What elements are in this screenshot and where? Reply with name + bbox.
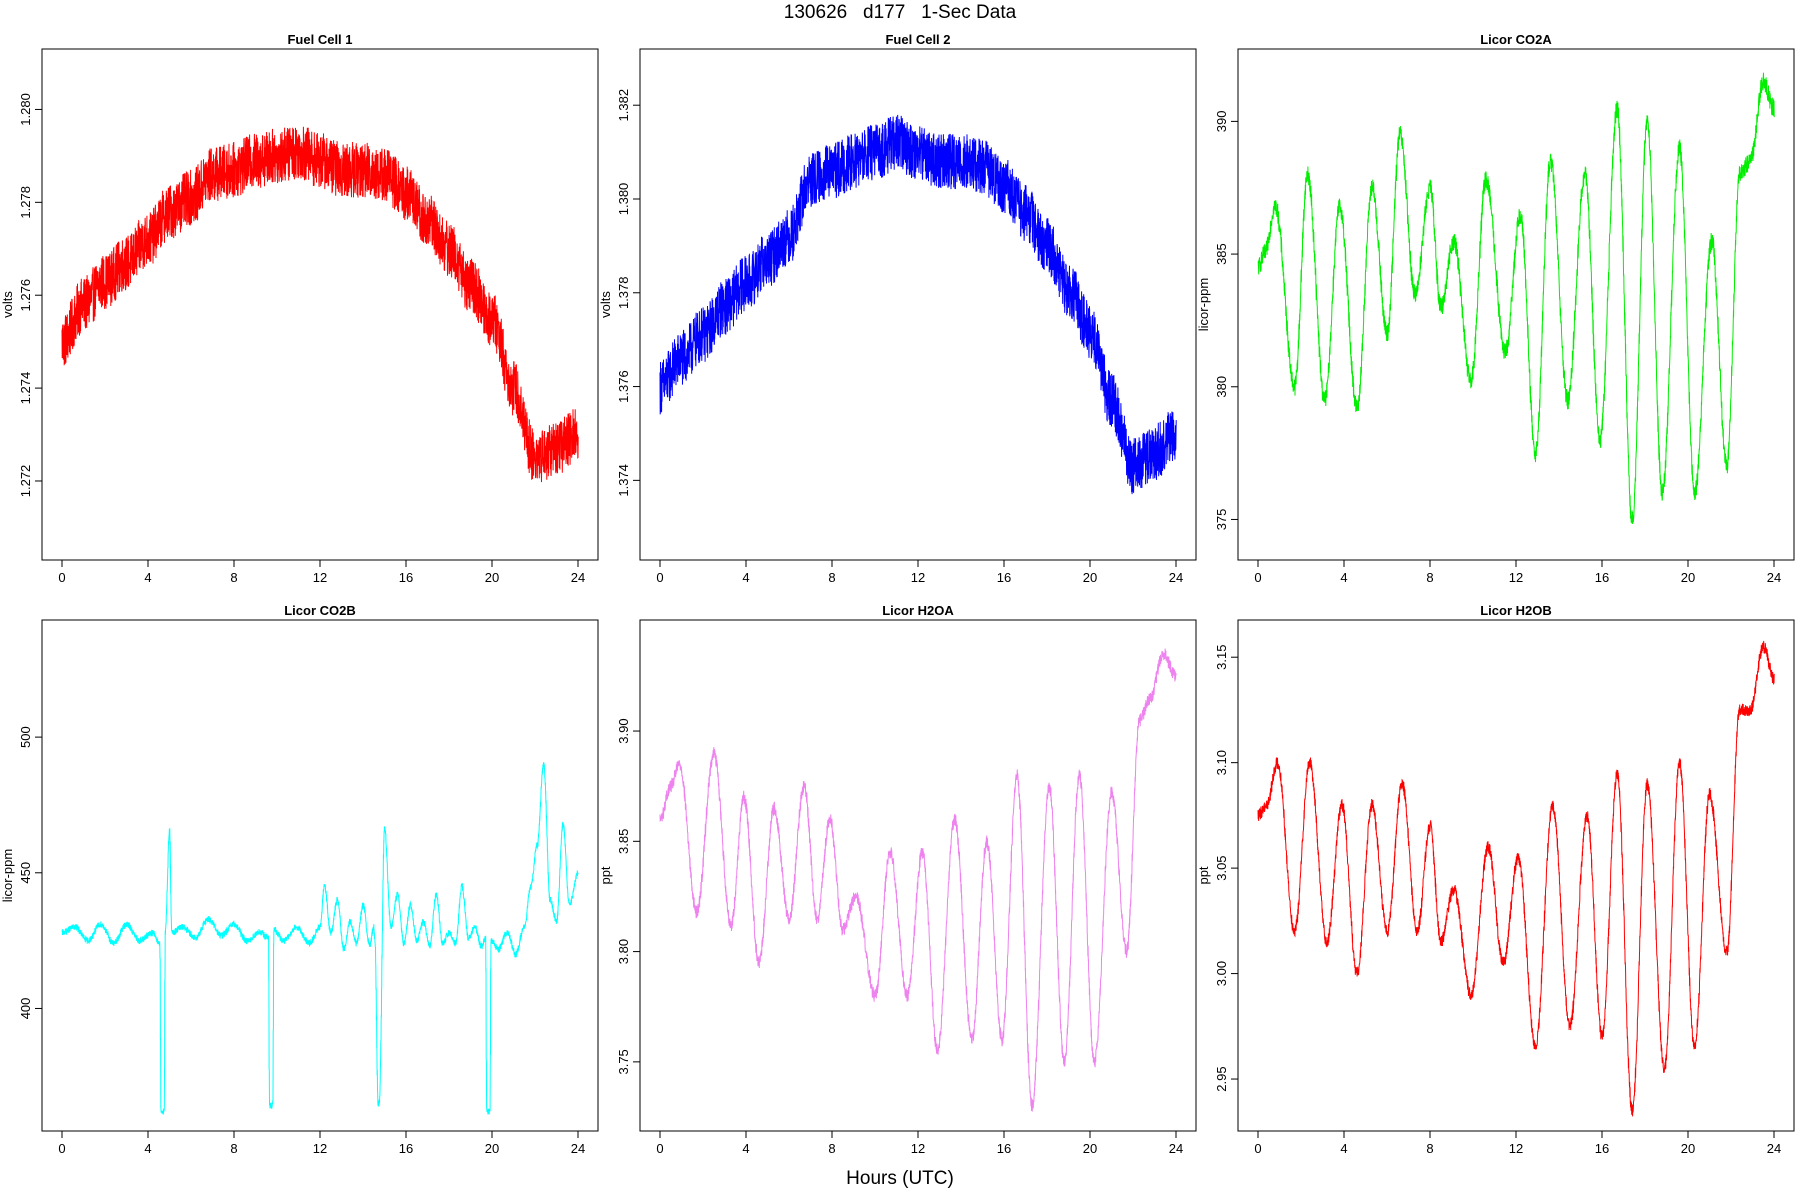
y-tick-label: 1.382 xyxy=(616,89,631,122)
x-tick-label: 12 xyxy=(1509,570,1523,585)
y-tick-label: 3.90 xyxy=(616,718,631,743)
x-tick-label: 20 xyxy=(1681,570,1695,585)
x-tick-label: 20 xyxy=(1681,1141,1695,1156)
chart-title: Licor H2OA xyxy=(882,603,954,618)
y-tick-label: 3.85 xyxy=(616,829,631,854)
plot-frame xyxy=(1237,619,1795,1132)
data-line-series-3 xyxy=(1257,72,1775,525)
y-tick-label: 1.280 xyxy=(18,93,33,126)
x-tick-label: 0 xyxy=(656,1141,663,1156)
x-tick-label: 12 xyxy=(911,570,925,585)
x-tick-label: 24 xyxy=(571,570,585,585)
y-tick-label: 400 xyxy=(18,998,33,1020)
x-tick-label: 4 xyxy=(144,1141,151,1156)
y-tick-label: 450 xyxy=(18,862,33,884)
y-tick-label: 1.276 xyxy=(18,279,33,312)
x-tick-label: 24 xyxy=(1767,1141,1781,1156)
x-tick-label: 4 xyxy=(742,1141,749,1156)
chart-panel-2: Fuel Cell 2 volts 0 4 8 12 16 20 24 1.374 1.376 1.3… xyxy=(598,32,1197,585)
y-tick-label: 500 xyxy=(18,726,33,748)
x-tick-label: 20 xyxy=(485,1141,499,1156)
y-tick-label: 3.15 xyxy=(1214,645,1229,670)
plot-frame xyxy=(41,619,599,1132)
x-tick-label: 0 xyxy=(58,570,65,585)
x-tick-label: 24 xyxy=(571,1141,585,1156)
y-axis-label: licor-ppm xyxy=(0,849,15,902)
x-tick-label: 4 xyxy=(1340,570,1347,585)
y-tick-label: 390 xyxy=(1214,111,1229,133)
y-tick-label: 1.272 xyxy=(18,465,33,498)
x-tick-label: 24 xyxy=(1767,570,1781,585)
y-tick-label: 1.374 xyxy=(616,464,631,497)
data-line-series-2 xyxy=(659,114,1177,495)
y-tick-label: 3.05 xyxy=(1214,855,1229,880)
y-tick-label: 380 xyxy=(1214,376,1229,398)
x-tick-label: 8 xyxy=(1426,570,1433,585)
page-title: 130626 d177 1-Sec Data xyxy=(783,2,1017,23)
y-tick-label: 3.80 xyxy=(616,939,631,964)
x-tick-label: 16 xyxy=(1595,1141,1609,1156)
x-tick-label: 8 xyxy=(230,570,237,585)
x-tick-label: 16 xyxy=(399,1141,413,1156)
x-tick-label: 12 xyxy=(1509,1141,1523,1156)
y-tick-label: 375 xyxy=(1214,509,1229,531)
chart-panel-6: Licor H2OB ppt 0 4 8 12 16 20 24 2.95 3.00 3.05 3.10… xyxy=(1196,603,1795,1156)
x-tick-label: 0 xyxy=(656,570,663,585)
x-tick-label: 20 xyxy=(485,570,499,585)
x-tick-label: 16 xyxy=(997,570,1011,585)
chart-panel-3: Licor CO2A licor-ppm 0 4 8 12 16 20 24 375 380 385 3… xyxy=(1196,32,1795,585)
y-tick-label: 1.274 xyxy=(18,372,33,405)
y-axis-label: licor-ppm xyxy=(1196,278,1211,331)
plot-frame xyxy=(1237,48,1795,561)
x-tick-label: 4 xyxy=(742,570,749,585)
x-tick-label: 20 xyxy=(1083,570,1097,585)
plot-frame xyxy=(41,48,599,561)
x-tick-label: 16 xyxy=(399,570,413,585)
y-axis-label: volts xyxy=(0,291,15,318)
y-axis-label: ppt xyxy=(598,866,613,884)
x-tick-label: 8 xyxy=(230,1141,237,1156)
chart-title: Licor H2OB xyxy=(1480,603,1552,618)
x-tick-label: 24 xyxy=(1169,1141,1183,1156)
x-tick-label: 8 xyxy=(1426,1141,1433,1156)
x-tick-label: 8 xyxy=(828,1141,835,1156)
x-tick-label: 12 xyxy=(313,1141,327,1156)
y-tick-label: 1.376 xyxy=(616,370,631,403)
chart-panel-1: Fuel Cell 1 volts 0 4 8 12 16 20 24 1.272 1.274 1.2… xyxy=(0,32,599,585)
y-tick-label: 3.10 xyxy=(1214,750,1229,775)
y-tick-label: 2.95 xyxy=(1214,1066,1229,1091)
x-tick-label: 0 xyxy=(1254,570,1261,585)
y-tick-label: 3.00 xyxy=(1214,961,1229,986)
y-axis-label: volts xyxy=(598,291,613,318)
x-tick-label: 12 xyxy=(911,1141,925,1156)
x-tick-label: 0 xyxy=(1254,1141,1261,1156)
y-tick-label: 1.378 xyxy=(616,277,631,310)
chart-title: Fuel Cell 1 xyxy=(287,32,352,47)
x-tick-label: 20 xyxy=(1083,1141,1097,1156)
chart-title: Licor CO2A xyxy=(1480,32,1552,47)
data-line-series-1 xyxy=(61,126,579,483)
x-tick-label: 4 xyxy=(144,570,151,585)
y-tick-label: 1.380 xyxy=(616,183,631,216)
x-tick-label: 12 xyxy=(313,570,327,585)
x-tick-label: 8 xyxy=(828,570,835,585)
chart-panel-4: Licor CO2B licor-ppm 0 4 8 12 16 20 24 400 450 500 xyxy=(0,603,599,1156)
y-tick-label: 385 xyxy=(1214,243,1229,265)
data-line-series-6 xyxy=(1257,640,1775,1117)
y-axis-label: ppt xyxy=(1196,866,1211,884)
chart-title: Licor CO2B xyxy=(284,603,356,618)
chart-panel-5: Licor H2OA ppt 0 4 8 12 16 20 24 3.75 3.80 3.85 3.90 xyxy=(598,603,1197,1156)
data-line-series-4 xyxy=(61,762,579,1115)
x-tick-label: 16 xyxy=(997,1141,1011,1156)
x-tick-label: 16 xyxy=(1595,570,1609,585)
y-tick-label: 1.278 xyxy=(18,186,33,219)
x-tick-label: 4 xyxy=(1340,1141,1347,1156)
data-line-series-5 xyxy=(659,648,1177,1112)
chart-title: Fuel Cell 2 xyxy=(885,32,950,47)
x-tick-label: 0 xyxy=(58,1141,65,1156)
x-tick-label: 24 xyxy=(1169,570,1183,585)
x-axis-title: Hours (UTC) xyxy=(846,1168,954,1189)
y-tick-label: 3.75 xyxy=(616,1049,631,1074)
